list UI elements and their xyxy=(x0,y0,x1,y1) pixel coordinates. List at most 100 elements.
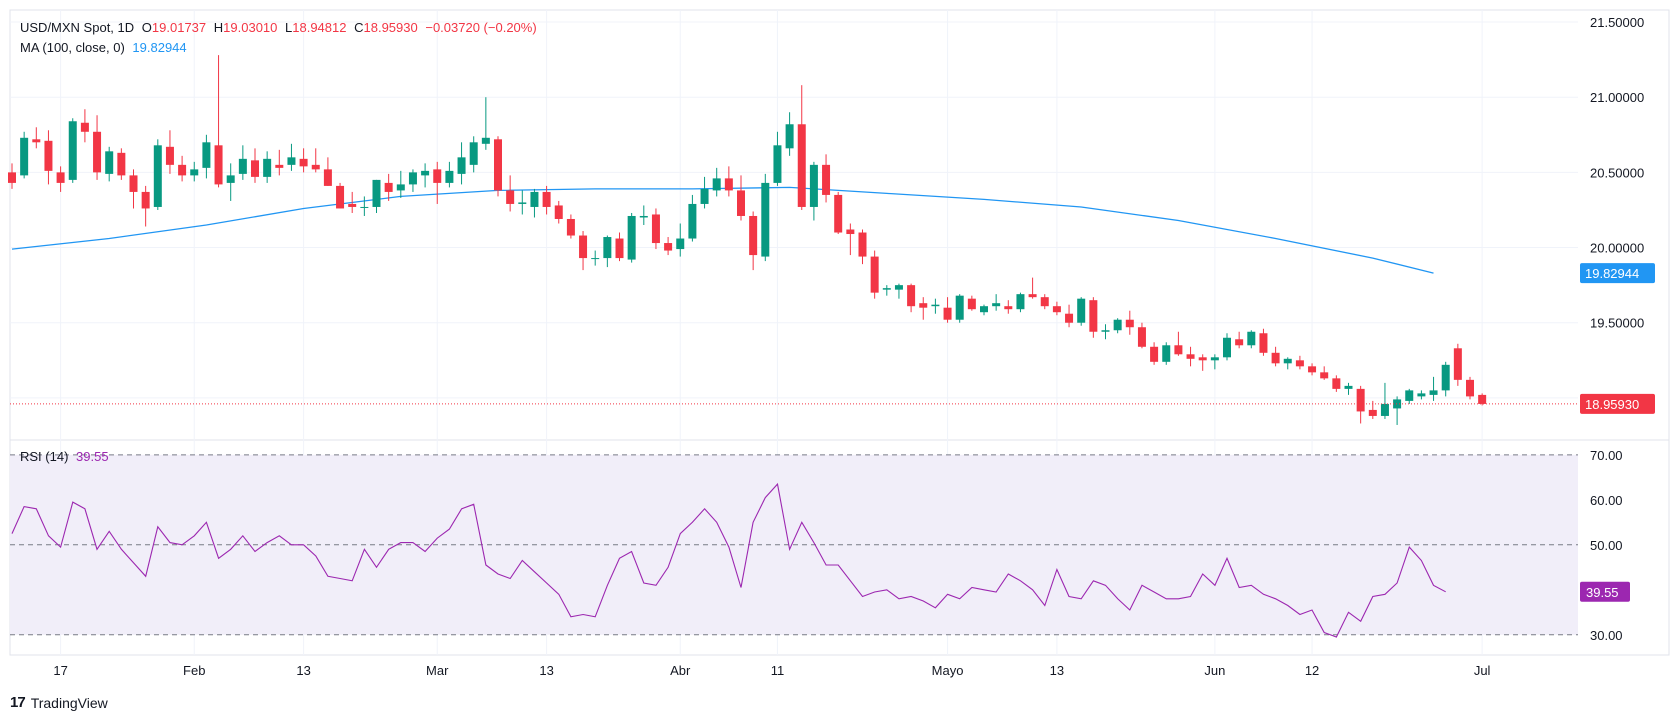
candle-body xyxy=(870,256,879,293)
rsi-value-label: 39.55 xyxy=(1586,585,1619,600)
candle-body xyxy=(1198,357,1207,361)
rsi-label[interactable]: RSI (14) xyxy=(20,449,69,464)
candle xyxy=(542,185,551,215)
candle-body xyxy=(1429,390,1438,395)
candle xyxy=(80,109,89,143)
candle xyxy=(664,237,673,256)
candle xyxy=(1162,342,1171,365)
candle-body xyxy=(1405,390,1414,401)
candle-body xyxy=(700,188,709,204)
candle-body xyxy=(785,124,794,149)
candle-body xyxy=(639,215,648,218)
candle-body xyxy=(1453,348,1462,380)
candle-body xyxy=(1368,409,1377,416)
candle xyxy=(153,139,162,210)
candle xyxy=(1004,300,1013,314)
candle xyxy=(1295,355,1304,370)
candle-body xyxy=(457,157,466,174)
candle xyxy=(1210,354,1219,370)
candle-body xyxy=(931,304,940,307)
candle xyxy=(129,169,138,209)
candle xyxy=(822,154,831,203)
ma-label[interactable]: MA (100, close, 0) xyxy=(20,40,125,55)
candle xyxy=(1308,363,1317,376)
candle xyxy=(846,223,855,256)
candle-body xyxy=(141,191,150,209)
candle-body xyxy=(980,306,988,313)
candle-body xyxy=(712,178,721,191)
close-label: C xyxy=(354,20,364,35)
candle-body xyxy=(336,185,345,209)
candle-body xyxy=(858,232,867,257)
candle-body xyxy=(542,191,551,207)
candle-body xyxy=(737,190,745,216)
candle-body xyxy=(1320,372,1329,379)
candle xyxy=(348,191,357,213)
symbol-label[interactable]: USD/MXN Spot, 1D xyxy=(20,20,135,35)
candle xyxy=(992,294,1001,311)
candle xyxy=(1332,375,1341,392)
candle xyxy=(749,211,758,271)
rsi-tick-label: 70.00 xyxy=(1590,448,1623,463)
candle xyxy=(32,127,41,149)
candle xyxy=(1077,297,1086,326)
candle xyxy=(396,170,405,198)
candle xyxy=(1271,346,1280,367)
x-tick-label: Mayo xyxy=(932,663,964,678)
candle-body xyxy=(603,237,612,259)
candle xyxy=(1040,294,1049,310)
candle-body xyxy=(1393,399,1402,409)
candle xyxy=(1320,366,1329,380)
candle xyxy=(360,196,369,216)
high-value: H19.03010 xyxy=(213,20,278,35)
candle xyxy=(773,131,782,186)
candle-body xyxy=(651,214,660,244)
candle xyxy=(907,283,916,313)
candle-body xyxy=(251,160,259,177)
candle-body xyxy=(238,158,247,174)
candle-body xyxy=(68,121,77,180)
x-tick-label: Mar xyxy=(426,663,449,678)
candle xyxy=(627,212,636,263)
candle-body xyxy=(1247,331,1256,346)
ma-legend: MA (100, close, 0) 19.82944 xyxy=(20,40,191,55)
candle-body xyxy=(117,152,126,176)
candle-body xyxy=(80,122,89,132)
candle xyxy=(1283,357,1292,370)
candle xyxy=(1150,342,1159,365)
candle-body xyxy=(469,142,478,165)
candle-body xyxy=(1028,294,1037,298)
candle xyxy=(1478,393,1487,406)
candle-body xyxy=(8,172,16,183)
candle-body xyxy=(323,169,332,186)
candle xyxy=(20,131,29,179)
candle xyxy=(651,208,660,250)
candle-body xyxy=(1283,358,1292,364)
candle-body xyxy=(1016,294,1025,310)
candle xyxy=(603,235,612,268)
candle xyxy=(214,55,223,188)
candle-body xyxy=(348,203,357,207)
candle xyxy=(1429,376,1438,401)
candle xyxy=(506,175,515,212)
candle-body xyxy=(299,158,308,167)
candle-body xyxy=(1356,388,1365,412)
brand[interactable]: 17 TradingView xyxy=(10,694,108,711)
candle xyxy=(226,163,235,201)
candle xyxy=(1016,292,1025,313)
x-tick-label: 13 xyxy=(1050,663,1064,678)
candle-body xyxy=(761,182,770,257)
candle-body xyxy=(724,178,733,191)
low-label: L xyxy=(285,20,293,35)
candle-body xyxy=(1065,313,1074,323)
candle xyxy=(1186,346,1195,367)
candle xyxy=(190,161,199,182)
candle-body xyxy=(1259,333,1268,353)
candle xyxy=(141,185,150,227)
candle xyxy=(178,155,187,182)
last-price-label: 18.95930 xyxy=(1585,397,1639,412)
candle xyxy=(311,148,320,173)
candle-body xyxy=(882,288,891,290)
candle-body xyxy=(421,170,430,176)
